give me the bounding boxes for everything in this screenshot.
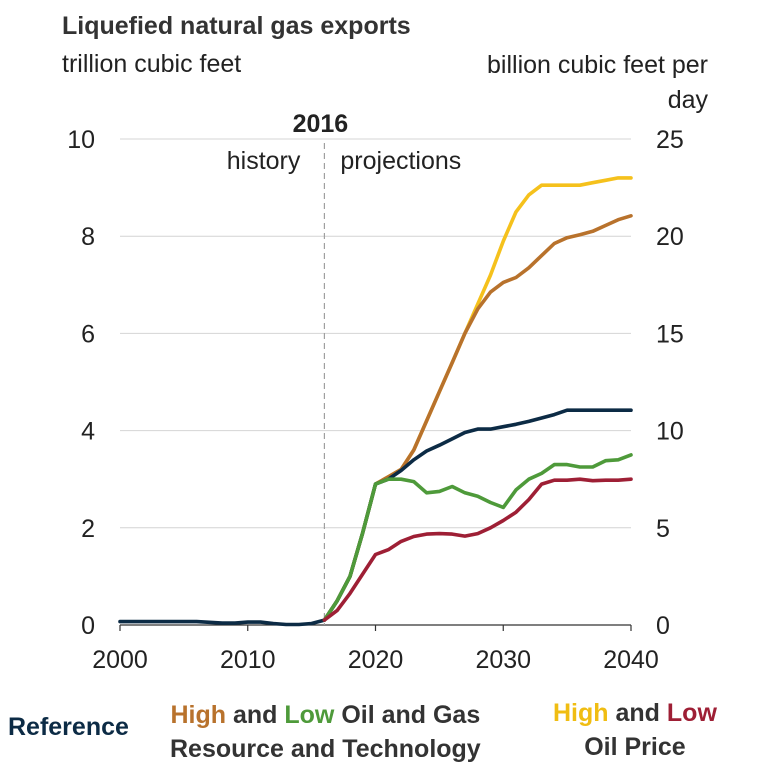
chart-title: Liquefied natural gas exports <box>62 12 411 40</box>
series-line-high-oil-price <box>322 176 633 622</box>
series-line-reference <box>118 408 633 627</box>
y-tick-right: 15 <box>656 320 684 348</box>
x-tick-label: 2010 <box>220 646 276 674</box>
legend-oil-and: and <box>615 699 660 727</box>
right-axis-label: billion cubic feet per day <box>487 51 708 114</box>
y-tick-left: 10 <box>67 126 95 154</box>
y-tick-left: 0 <box>81 612 95 640</box>
divider-year-label: 2016 <box>293 110 349 138</box>
legend-resource-line2: Resource and Technology <box>170 735 481 763</box>
x-tick-label: 2000 <box>92 646 148 674</box>
legend-resource-rest: Oil and Gas <box>341 701 481 729</box>
legend-oil-line2: Oil Price <box>584 733 686 761</box>
legend-oil-group: High and Low Oil Price <box>553 696 717 764</box>
y-tick-right: 10 <box>656 418 684 446</box>
series-line-low-oil-price <box>322 477 633 622</box>
x-tick-label: 2040 <box>603 646 659 674</box>
y-tick-left: 8 <box>81 223 95 251</box>
y-tick-left: 6 <box>81 320 95 348</box>
legend-reference: Reference <box>8 713 129 741</box>
y-tick-right: 0 <box>656 612 670 640</box>
y-tick-left: 4 <box>81 418 95 446</box>
series-line-low-oil-and-gas-resource-and-technology <box>322 453 633 622</box>
legend-oil-low: Low <box>666 699 717 727</box>
projections-label: projections <box>340 147 461 175</box>
x-tick-label: 2020 <box>348 646 404 674</box>
left-axis-label: trillion cubic feet <box>62 50 242 78</box>
legend-oil-high: High <box>553 699 609 727</box>
x-tick-label: 2030 <box>475 646 531 674</box>
y-tick-right: 25 <box>656 126 684 154</box>
history-label: history <box>227 147 301 175</box>
legend-resource-group: High and Low Oil and Gas Resource and Te… <box>170 698 481 766</box>
y-tick-right: 5 <box>656 515 670 543</box>
y-tick-left: 2 <box>81 515 95 543</box>
y-tick-right: 20 <box>656 223 684 251</box>
legend-resource-and: and <box>232 701 278 729</box>
chart-plot: 0 2 4 6 8 10 0 5 10 15 20 25 2000 2010 2020 2030 2040 201… <box>67 110 684 674</box>
legend-resource-low: Low <box>284 701 335 729</box>
legend-resource-high: High <box>170 701 226 729</box>
